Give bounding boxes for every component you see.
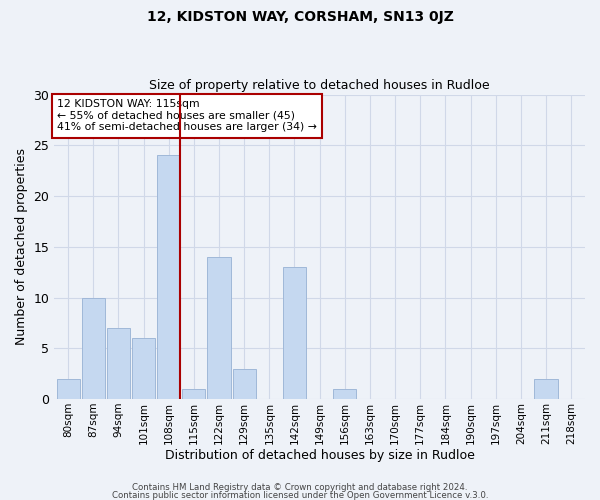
Text: Contains HM Land Registry data © Crown copyright and database right 2024.: Contains HM Land Registry data © Crown c… [132, 484, 468, 492]
Text: Contains public sector information licensed under the Open Government Licence v.: Contains public sector information licen… [112, 490, 488, 500]
Bar [56, 378, 80, 399]
X-axis label: Distribution of detached houses by size in Rudloe: Distribution of detached houses by size … [165, 450, 475, 462]
Bar [233, 368, 256, 399]
Y-axis label: Number of detached properties: Number of detached properties [15, 148, 28, 346]
Bar [107, 328, 130, 399]
Text: 12 KIDSTON WAY: 115sqm
← 55% of detached houses are smaller (45)
41% of semi-det: 12 KIDSTON WAY: 115sqm ← 55% of detached… [57, 99, 317, 132]
Bar [283, 267, 306, 399]
Bar [182, 389, 205, 399]
Title: Size of property relative to detached houses in Rudloe: Size of property relative to detached ho… [149, 79, 490, 92]
Bar [535, 378, 557, 399]
Text: 12, KIDSTON WAY, CORSHAM, SN13 0JZ: 12, KIDSTON WAY, CORSHAM, SN13 0JZ [146, 10, 454, 24]
Bar [82, 298, 105, 399]
Bar [333, 389, 356, 399]
Bar [157, 156, 181, 399]
Bar [208, 257, 230, 399]
Bar [132, 338, 155, 399]
